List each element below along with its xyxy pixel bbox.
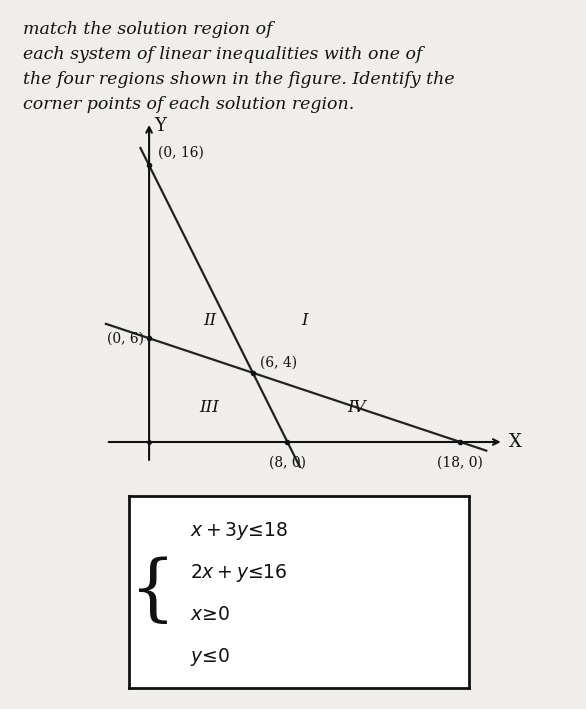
Text: corner points of each solution region.: corner points of each solution region. (23, 96, 355, 113)
Text: (18, 0): (18, 0) (437, 456, 483, 470)
Text: Y: Y (154, 117, 166, 135)
Text: (0, 16): (0, 16) (158, 146, 203, 160)
Text: $x + 3y ≤ 18$: $x + 3y ≤ 18$ (190, 520, 288, 542)
Text: $y ≤ 0$: $y ≤ 0$ (190, 646, 230, 668)
Text: $x ≥ 0$: $x ≥ 0$ (190, 606, 230, 624)
Text: III: III (200, 399, 220, 416)
Text: X: X (509, 433, 522, 451)
Text: each system of linear inequalities with one of: each system of linear inequalities with … (23, 46, 423, 63)
Text: (0, 6): (0, 6) (107, 331, 144, 345)
Text: II: II (203, 313, 216, 330)
Text: (6, 4): (6, 4) (260, 355, 297, 369)
Text: $2x + y ≤ 16$: $2x + y ≤ 16$ (190, 562, 288, 584)
Text: match the solution region of: match the solution region of (23, 21, 273, 38)
Text: IV: IV (347, 399, 366, 416)
Text: the four regions shown in the figure. Identify the: the four regions shown in the figure. Id… (23, 71, 455, 88)
Text: I: I (301, 313, 308, 330)
Text: {: { (130, 557, 176, 627)
Text: (8, 0): (8, 0) (269, 456, 306, 470)
